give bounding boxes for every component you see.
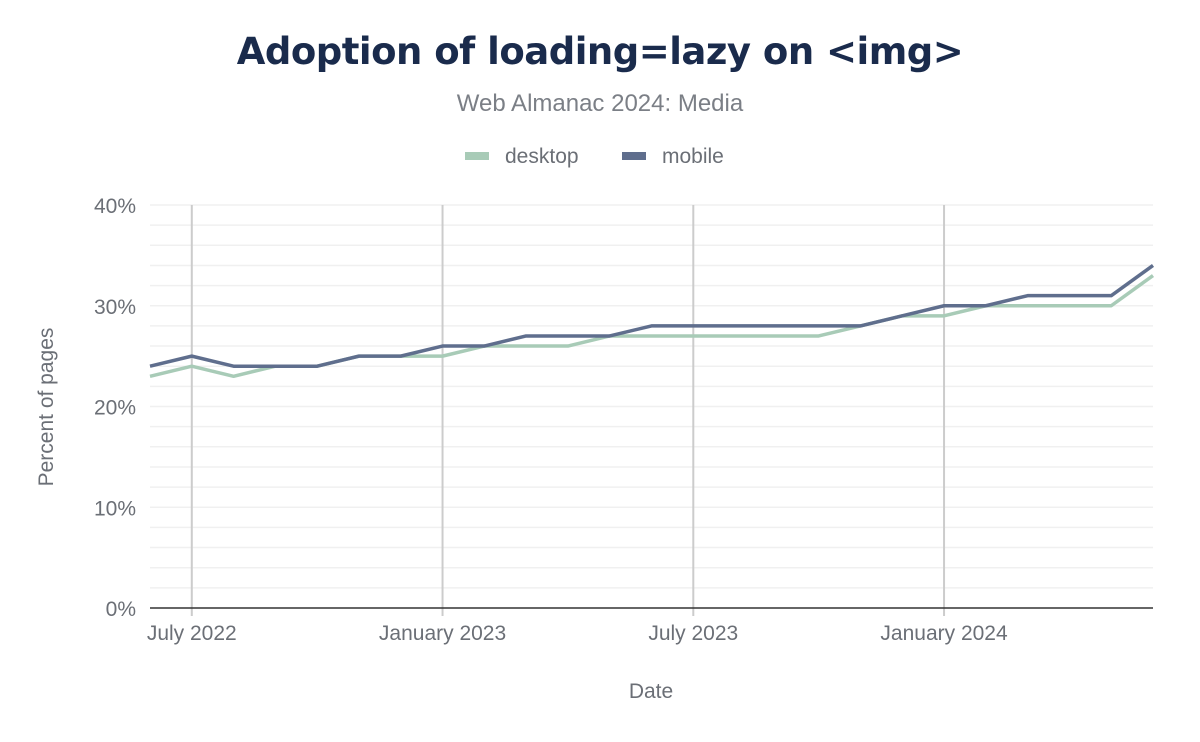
legend-swatch-mobile: [622, 152, 646, 160]
y-tick-label: 30%: [94, 296, 136, 319]
legend-label-mobile: mobile: [662, 145, 724, 168]
legend-label-desktop: desktop: [505, 145, 579, 168]
y-tick-label: 10%: [94, 497, 136, 520]
y-tick-label: 0%: [106, 598, 136, 621]
x-tick-label: January 2023: [379, 622, 506, 645]
series-line-mobile: [149, 264, 1155, 368]
legend-swatch-desktop: [465, 152, 489, 160]
chart-subtitle: Web Almanac 2024: Media: [456, 90, 744, 117]
x-axis-label: Date: [629, 680, 673, 703]
y-tick-label: 20%: [94, 397, 136, 420]
y-tick-label: 40%: [94, 195, 136, 218]
x-tick-label: July 2022: [147, 622, 237, 645]
x-tick-label: July 2023: [648, 622, 738, 645]
x-tick-label: January 2024: [880, 622, 1008, 645]
chart-title: Adoption of loading=lazy on <img>: [236, 30, 964, 73]
y-axis-label: Percent of pages: [35, 328, 58, 487]
